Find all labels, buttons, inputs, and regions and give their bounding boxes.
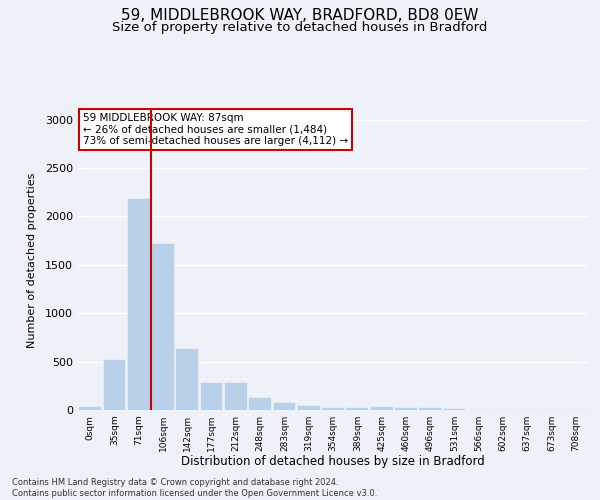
Bar [443,409,466,410]
Bar [225,383,247,410]
Bar [104,360,125,410]
Bar [346,408,368,410]
Bar [79,407,101,410]
Bar [176,348,198,410]
Text: Contains HM Land Registry data © Crown copyright and database right 2024.
Contai: Contains HM Land Registry data © Crown c… [12,478,377,498]
Text: Size of property relative to detached houses in Bradford: Size of property relative to detached ho… [112,21,488,34]
Bar [395,408,417,410]
Bar [249,398,271,410]
Text: 59 MIDDLEBROOK WAY: 87sqm
← 26% of detached houses are smaller (1,484)
73% of se: 59 MIDDLEBROOK WAY: 87sqm ← 26% of detac… [83,113,348,146]
Bar [274,403,295,410]
Bar [419,408,441,410]
Bar [298,406,320,410]
Text: Distribution of detached houses by size in Bradford: Distribution of detached houses by size … [181,455,485,468]
Bar [152,244,174,410]
Bar [322,408,344,410]
Text: 59, MIDDLEBROOK WAY, BRADFORD, BD8 0EW: 59, MIDDLEBROOK WAY, BRADFORD, BD8 0EW [121,8,479,22]
Bar [128,198,149,410]
Bar [371,406,392,410]
Bar [200,383,223,410]
Y-axis label: Number of detached properties: Number of detached properties [26,172,37,348]
